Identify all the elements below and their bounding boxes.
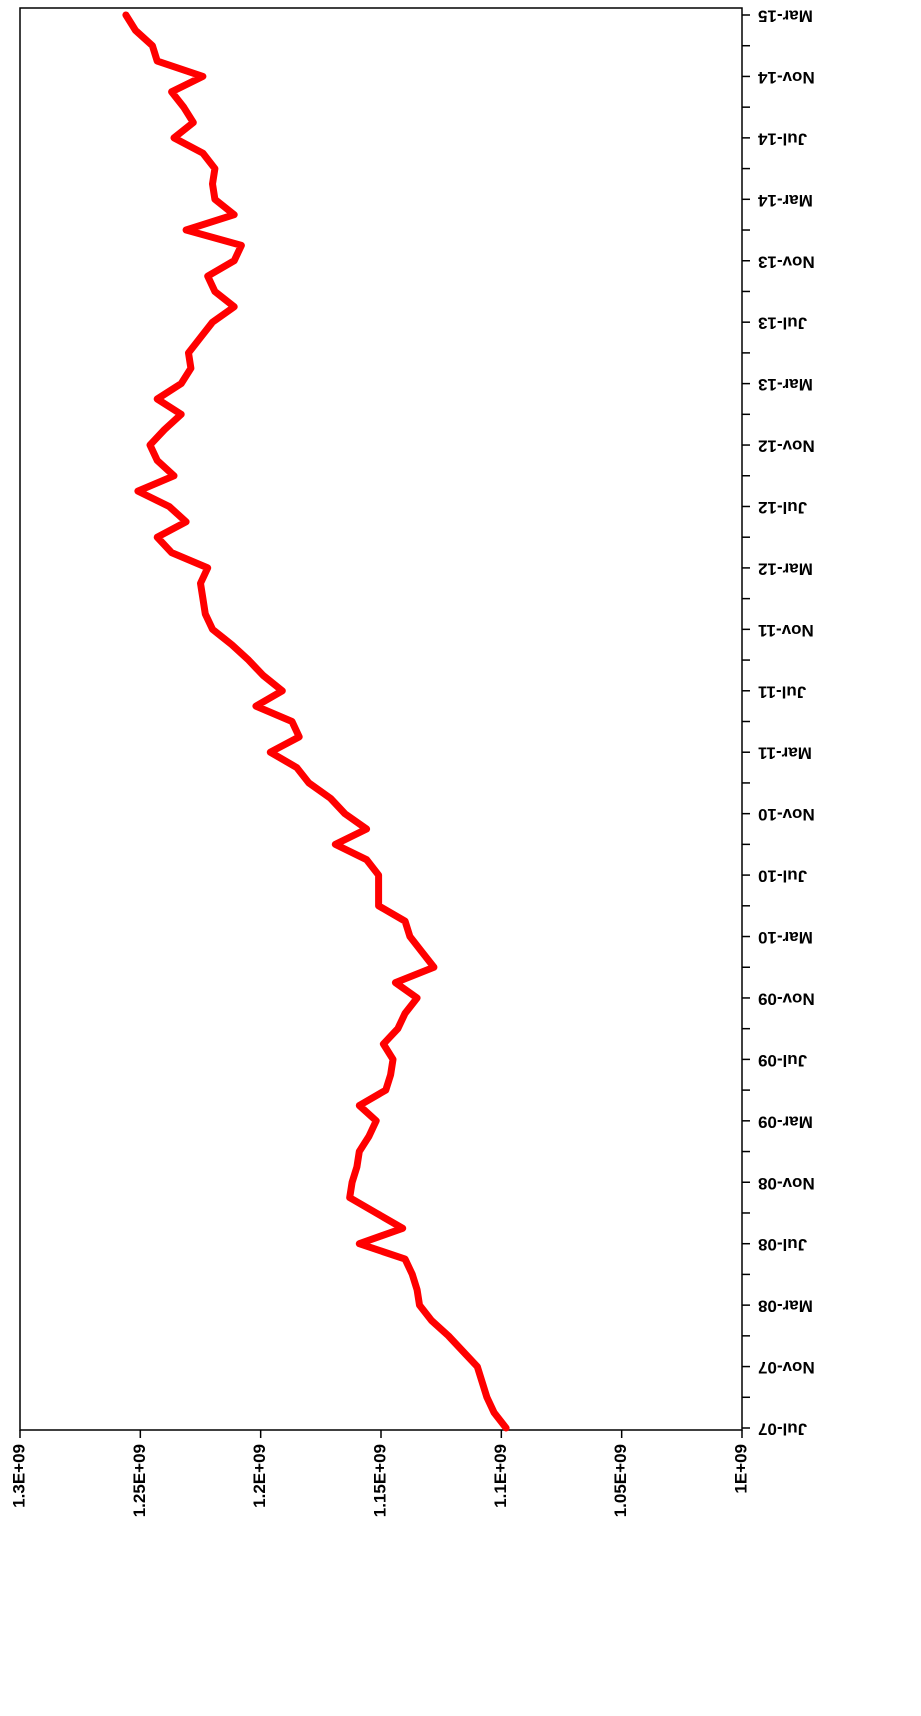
x-tick-label: Nov-10 — [758, 805, 815, 824]
x-tick-label: Nov-12 — [758, 437, 815, 456]
data-line — [122, 11, 510, 1432]
x-tick-label: Jul-09 — [758, 1051, 807, 1070]
x-tick-label: Nov-14 — [757, 68, 814, 87]
x-tick-label: Jul-10 — [758, 867, 807, 886]
x-tick-label: Mar-13 — [758, 375, 813, 394]
x-tick-label: Mar-10 — [758, 928, 813, 947]
x-tick-label: Nov-09 — [758, 989, 815, 1008]
x-tick-label: Mar-15 — [758, 7, 813, 26]
y-tick-label: 1.1E+09 — [491, 1444, 510, 1508]
x-tick-label: Mar-11 — [758, 744, 812, 763]
x-tick-label: Nov-13 — [758, 252, 815, 271]
y-tick-label: 1.05E+09 — [611, 1444, 630, 1517]
x-tick-label: Jul-08 — [758, 1235, 807, 1254]
x-tick-label: Mar-14 — [757, 191, 812, 210]
x-tick-label: Jul-07 — [758, 1420, 807, 1439]
x-tick-label: Mar-08 — [758, 1297, 813, 1316]
x-tick-label: Jul-11 — [758, 682, 806, 701]
x-tick-label: Jul-12 — [758, 498, 807, 517]
y-tick-label: 1E+09 — [731, 1444, 750, 1494]
x-tick-label: Jul-14 — [757, 129, 807, 148]
x-tick-label: Nov-11 — [758, 621, 814, 640]
y-tick-label: 1.3E+09 — [9, 1444, 28, 1508]
x-tick-label: Nov-08 — [758, 1174, 815, 1193]
y-tick-label: 1.15E+09 — [370, 1444, 389, 1517]
x-tick-label: Mar-09 — [758, 1112, 813, 1131]
y-tick-label: 1.25E+09 — [130, 1444, 149, 1517]
y-tick-label: 1.2E+09 — [250, 1444, 269, 1508]
x-tick-label: Jul-13 — [758, 314, 807, 333]
x-tick-label: Mar-12 — [758, 559, 813, 578]
x-tick-label: Nov-07 — [758, 1358, 815, 1377]
